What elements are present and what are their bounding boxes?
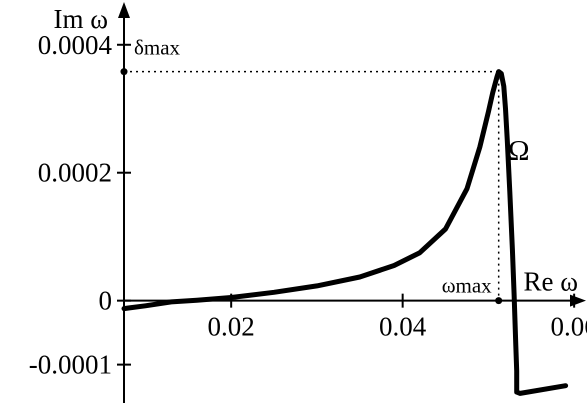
delta-max-marker [120, 68, 128, 76]
series-line-omega [121, 69, 569, 396]
omega-max-marker [495, 297, 503, 305]
x-axis-title: Re ω [523, 267, 578, 297]
y-axis-title: Im ω [53, 4, 108, 34]
y-tick-label: 0 [99, 286, 113, 316]
labels: Im ω Re ω δmax ωmax Ω [53, 4, 578, 298]
series-layer [121, 69, 569, 396]
x-tick-label: 0.02 [208, 312, 255, 342]
y-axis-arrow-icon [118, 2, 130, 18]
x-tick-label: 0.06 [551, 312, 587, 342]
y-tick-label: -0.0001 [29, 350, 112, 380]
omega-max-label: ωmax [442, 274, 492, 298]
delta-max-label: δmax [134, 36, 181, 60]
y-tick-label: 0.0002 [38, 158, 112, 188]
ticks: 0.02 0.04 0.06 -0.0001 0 0.0002 0.0004 [29, 30, 587, 380]
x-tick-label: 0.04 [379, 312, 427, 342]
curve-label-omega: Ω [508, 135, 530, 167]
y-tick-label: 0.0004 [38, 30, 113, 60]
guide-lines [120, 68, 503, 305]
